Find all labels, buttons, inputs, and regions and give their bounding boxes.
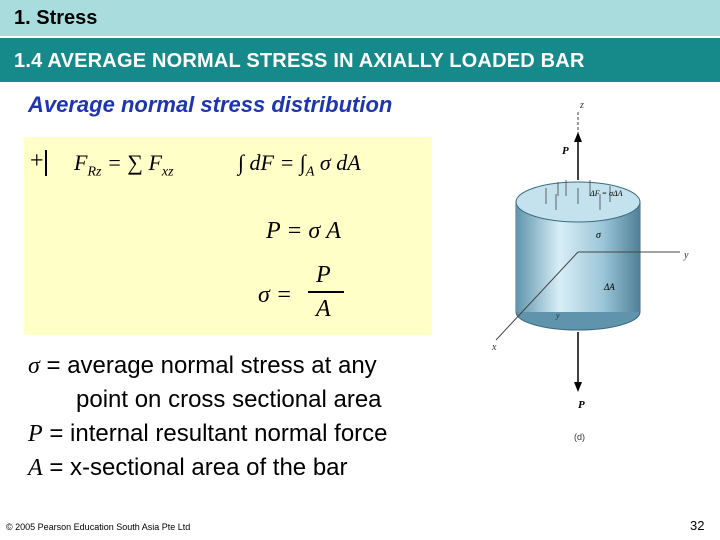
x-axis-label: x — [491, 342, 497, 353]
fraction-bar — [308, 291, 344, 293]
area-label: ΔA — [603, 282, 615, 292]
equation-force-sum: FRz = ∑ Fxz — [74, 150, 174, 180]
top-bar — [0, 0, 720, 36]
page-number: 32 — [690, 518, 705, 533]
subtitle: Average normal stress distribution — [28, 92, 393, 117]
z-axis-label: z — [579, 100, 584, 111]
stress-arrows — [545, 180, 611, 210]
equation-sigma-lhs: σ = — [258, 282, 293, 308]
p-bottom-arrowhead — [574, 382, 582, 392]
p-bottom-label: P — [578, 399, 585, 411]
definition-sigma-cont: point on cross sectional area — [76, 386, 382, 413]
p-top-label: P — [562, 145, 569, 157]
sign-convention-plus: + — [30, 148, 44, 174]
footer-copyright: © 2005 Pearson Education South Asia Pte … — [6, 522, 191, 532]
sign-convention-arrow — [45, 150, 47, 176]
y-axis-label: y — [683, 250, 689, 261]
header-title: 1.4 AVERAGE NORMAL STRESS IN AXIALLY LOA… — [14, 50, 585, 72]
section-title: 1. Stress — [14, 7, 98, 29]
x-axis-line — [495, 251, 579, 341]
equation-integral: ∫ dF = ∫A σ dA — [238, 150, 361, 180]
p-top-arrowhead — [574, 132, 582, 142]
equation-box — [24, 137, 432, 335]
fraction-numerator: P — [316, 262, 331, 288]
force-element-label: ΔF = σΔA — [589, 189, 623, 198]
header-bar — [0, 38, 720, 82]
equation-p-sigma-a: P = σ A — [266, 218, 341, 244]
y-small-label: y — [555, 311, 560, 320]
definition-sigma: σ = average normal stress at any — [28, 352, 377, 379]
bar-stress-figure: z P ΔF = σΔA σ ΔA y x y P (d) — [491, 100, 689, 442]
definition-p: P = internal resultant normal force — [28, 420, 388, 447]
fraction-denominator: A — [316, 296, 331, 322]
sigma-label: σ — [596, 230, 602, 241]
definition-a: A = x-sectional area of the bar — [28, 454, 348, 481]
figure-caption: (d) — [574, 432, 585, 442]
